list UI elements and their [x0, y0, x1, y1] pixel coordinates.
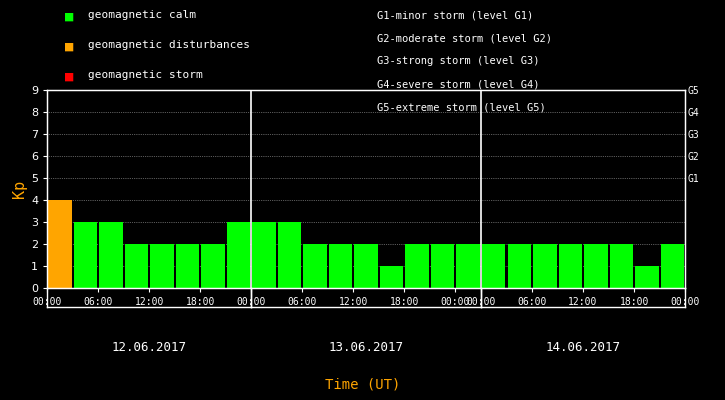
Bar: [48, 200, 72, 288]
Bar: [380, 266, 403, 288]
Bar: [74, 222, 97, 288]
Text: Time (UT): Time (UT): [325, 378, 400, 392]
Bar: [202, 244, 225, 288]
Bar: [457, 244, 480, 288]
Text: geomagnetic storm: geomagnetic storm: [88, 70, 203, 80]
Text: G2-moderate storm (level G2): G2-moderate storm (level G2): [377, 33, 552, 43]
Bar: [610, 244, 633, 288]
Bar: [584, 244, 608, 288]
Text: ■: ■: [65, 70, 74, 84]
Text: G5-extreme storm (level G5): G5-extreme storm (level G5): [377, 103, 546, 113]
Bar: [252, 222, 276, 288]
Bar: [175, 244, 199, 288]
Bar: [533, 244, 557, 288]
Bar: [303, 244, 327, 288]
Bar: [558, 244, 582, 288]
Y-axis label: Kp: Kp: [12, 180, 27, 198]
Bar: [660, 244, 684, 288]
Text: ■: ■: [65, 40, 74, 54]
Bar: [329, 244, 352, 288]
Bar: [405, 244, 429, 288]
Text: geomagnetic calm: geomagnetic calm: [88, 10, 196, 20]
Bar: [507, 244, 531, 288]
Text: 13.06.2017: 13.06.2017: [328, 341, 404, 354]
Bar: [278, 222, 302, 288]
Bar: [227, 222, 250, 288]
Bar: [355, 244, 378, 288]
Text: 14.06.2017: 14.06.2017: [545, 341, 621, 354]
Text: G1-minor storm (level G1): G1-minor storm (level G1): [377, 10, 534, 20]
Text: ■: ■: [65, 10, 74, 24]
Text: 12.06.2017: 12.06.2017: [112, 341, 187, 354]
Text: G3-strong storm (level G3): G3-strong storm (level G3): [377, 56, 539, 66]
Bar: [99, 222, 123, 288]
Text: geomagnetic disturbances: geomagnetic disturbances: [88, 40, 250, 50]
Bar: [125, 244, 148, 288]
Bar: [635, 266, 658, 288]
Bar: [150, 244, 174, 288]
Bar: [431, 244, 455, 288]
Text: G4-severe storm (level G4): G4-severe storm (level G4): [377, 80, 539, 90]
Bar: [482, 244, 505, 288]
